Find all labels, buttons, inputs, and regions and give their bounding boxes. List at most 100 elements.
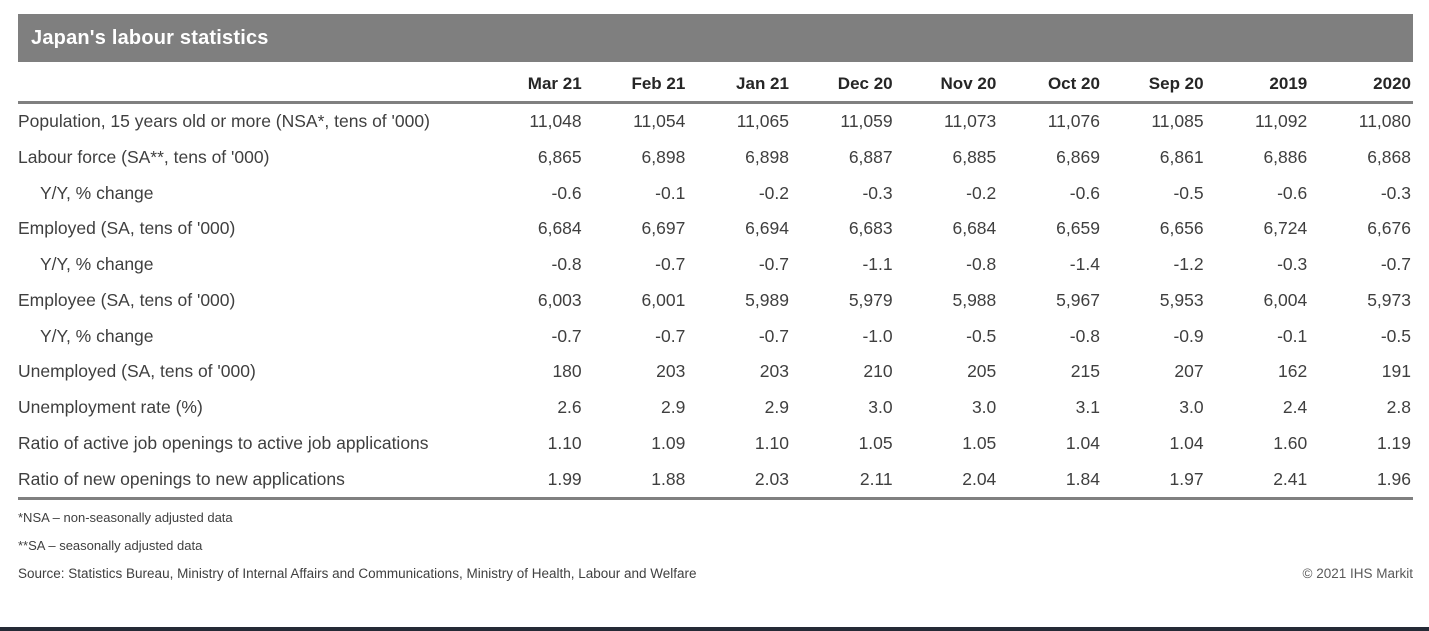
cell-value: 11,085 [1151, 111, 1204, 131]
cell-value: 11,065 [736, 111, 789, 131]
cell-value: 6,898 [641, 146, 686, 167]
cell-value: -0.2 [966, 182, 997, 203]
row-label: Y/Y, % change [40, 325, 154, 346]
cell-value: 11,076 [1047, 111, 1100, 131]
cell-value: 11,073 [944, 111, 997, 131]
cell-value: 1.09 [651, 432, 686, 453]
cell-value: 5,979 [848, 289, 893, 310]
cell-value: 6,697 [641, 218, 686, 239]
labour-statistics-table: Mar 21 Feb 21 Jan 21 Dec 20 Nov 20 Oct 20 Sep … [18, 68, 1413, 500]
cell-value: 1.10 [547, 432, 582, 453]
cell-value: 2.8 [1386, 397, 1411, 417]
cell-value: 6,868 [1367, 146, 1411, 167]
column-header: Sep 20 [1148, 74, 1204, 93]
cell-value: -0.6 [551, 182, 582, 203]
cell-value: 6,676 [1367, 218, 1411, 239]
cell-value: 3.0 [1179, 397, 1204, 417]
row-label: Y/Y, % change [40, 182, 154, 203]
cell-value: 3.1 [1075, 397, 1100, 417]
cell-value: 1.96 [1376, 468, 1411, 489]
cell-value: 1.05 [962, 432, 997, 453]
cell-value: -1.1 [862, 254, 893, 274]
cell-value: 2.6 [557, 397, 582, 417]
table-row: Y/Y, % change -0.6 -0.1 -0.2 -0.3 -0.2 -0.6 -0.… [18, 176, 1413, 212]
cell-value: -0.7 [655, 325, 686, 346]
cell-value: 2.9 [764, 397, 789, 417]
cell-value: 210 [863, 361, 893, 382]
cell-value: 1.60 [1273, 432, 1308, 453]
cell-value: -0.5 [1173, 182, 1204, 203]
cell-value: -0.3 [1380, 182, 1411, 203]
table-row: Employed (SA, tens of '000) 6,684 6,697 6,6… [18, 211, 1413, 247]
cell-value: -0.5 [1380, 325, 1411, 346]
cell-value: 1.19 [1376, 432, 1411, 453]
column-header: Feb 21 [631, 74, 686, 93]
cell-value: 162 [1278, 361, 1308, 382]
table-row: Employee (SA, tens of '000) 6,003 6,001 5,9… [18, 283, 1413, 319]
cell-value: 6,004 [1263, 289, 1308, 310]
cell-value: 6,865 [537, 146, 582, 167]
cell-value: -0.7 [655, 254, 686, 274]
cell-value: 215 [1070, 361, 1100, 382]
cell-value: 6,861 [1159, 146, 1204, 167]
cell-value: 3.0 [868, 397, 893, 417]
page-title: Japan's labour statistics [31, 26, 269, 49]
column-header: Dec 20 [837, 74, 893, 93]
cell-value: 6,656 [1159, 218, 1204, 239]
column-header: Mar 21 [527, 74, 582, 93]
cell-value: -0.3 [1277, 254, 1308, 274]
cell-value: -0.1 [655, 182, 686, 203]
cell-value: -0.9 [1173, 325, 1204, 346]
row-label: Y/Y, % change [40, 254, 154, 274]
table-row: Labour force (SA**, tens of '000) 6,865 6,… [18, 140, 1413, 176]
cell-value: 6,683 [848, 218, 893, 239]
cell-value: 6,869 [1056, 146, 1100, 167]
table-row: Ratio of new openings to new application… [18, 462, 1413, 499]
row-label: Population, 15 years old or more (NSA*, … [18, 111, 430, 131]
row-label: Ratio of active job openings to active j… [18, 432, 429, 453]
column-header: Jan 21 [736, 74, 789, 93]
cell-value: 1.04 [1169, 432, 1204, 453]
column-header: 2019 [1269, 74, 1308, 93]
cell-value: 2.04 [962, 468, 997, 489]
cell-value: 5,988 [952, 289, 997, 310]
cell-value: 6,684 [537, 218, 582, 239]
corner-cell [18, 68, 480, 103]
cell-value: -0.8 [966, 254, 997, 274]
cell-value: 2.03 [754, 468, 789, 489]
footnote-nsa: *NSA – non-seasonally adjusted data [18, 510, 233, 526]
cell-value: -0.7 [758, 254, 789, 274]
cell-value: -1.0 [862, 325, 893, 346]
cell-value: 205 [967, 361, 997, 382]
cell-value: -0.2 [758, 182, 789, 203]
table-row: Y/Y, % change -0.8 -0.7 -0.7 -1.1 -0.8 -1.4 -1.… [18, 247, 1413, 283]
cell-value: 11,092 [1255, 111, 1308, 131]
table-body: Population, 15 years old or more (NSA*, … [18, 103, 1413, 499]
cell-value: 6,001 [641, 289, 686, 310]
row-label: Ratio of new openings to new application… [18, 468, 345, 489]
cell-value: -0.7 [551, 325, 582, 346]
cell-value: 6,887 [848, 146, 893, 167]
cell-value: 6,694 [745, 218, 789, 239]
cell-value: 2.4 [1282, 397, 1308, 417]
source-row: Source: Statistics Bureau, Ministry of I… [18, 566, 1413, 581]
cell-value: 2.11 [859, 468, 893, 489]
column-header: Nov 20 [940, 74, 997, 93]
cell-value: 5,989 [745, 289, 789, 310]
cell-value: 5,973 [1367, 289, 1411, 310]
row-label: Unemployed (SA, tens of '000) [18, 361, 256, 382]
cell-value: -0.6 [1069, 182, 1100, 203]
cell-value: -0.6 [1277, 182, 1308, 203]
cell-value: 6,003 [537, 289, 582, 310]
cell-value: -1.4 [1069, 254, 1100, 274]
cell-value: -1.2 [1173, 254, 1204, 274]
row-label: Labour force (SA**, tens of '000) [18, 146, 270, 167]
cell-value: 1.04 [1065, 432, 1100, 453]
cell-value: 11,080 [1358, 111, 1411, 131]
cell-value: 11,048 [529, 111, 582, 131]
cell-value: 1.97 [1169, 468, 1204, 489]
cell-value: 6,684 [952, 218, 997, 239]
table-title-bar: Japan's labour statistics [18, 14, 1413, 62]
cell-value: -0.5 [966, 325, 997, 346]
